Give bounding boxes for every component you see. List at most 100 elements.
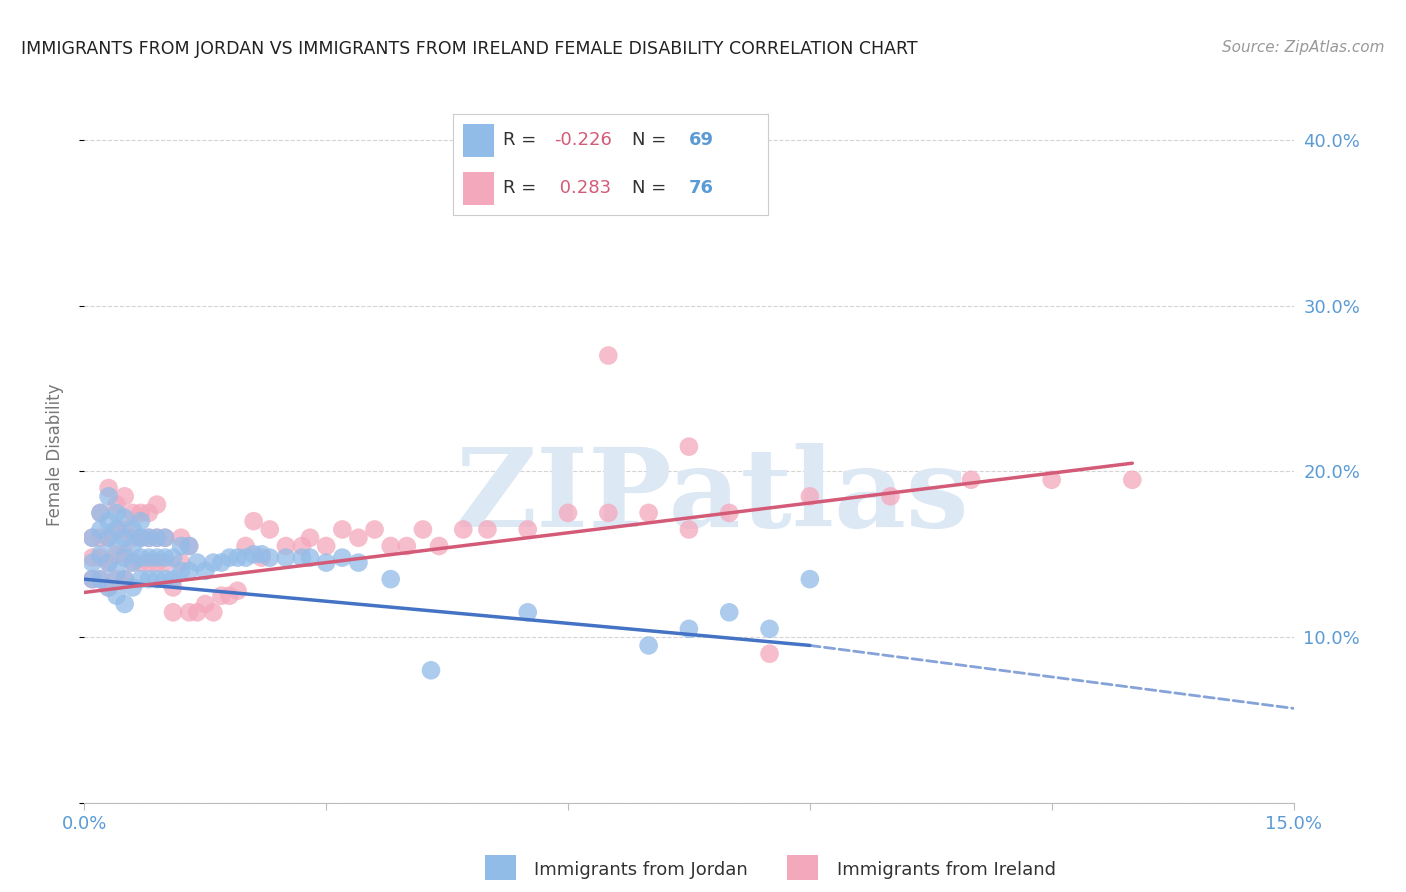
Point <box>202 605 225 619</box>
Point <box>121 523 143 537</box>
Point <box>516 605 538 619</box>
Text: ZIPatlas: ZIPatlas <box>457 443 970 550</box>
Point <box>347 531 370 545</box>
Point <box>718 605 741 619</box>
Point <box>105 572 128 586</box>
Point <box>960 473 983 487</box>
Point <box>162 581 184 595</box>
Point <box>146 498 169 512</box>
Point <box>129 572 152 586</box>
Point <box>138 572 160 586</box>
Point <box>363 523 385 537</box>
Point <box>330 550 353 565</box>
Point <box>194 564 217 578</box>
Point <box>129 550 152 565</box>
Point <box>179 539 201 553</box>
Point <box>347 556 370 570</box>
Point <box>114 550 136 565</box>
Point <box>758 647 780 661</box>
Point <box>179 564 201 578</box>
Point <box>170 531 193 545</box>
Point <box>299 531 322 545</box>
Point <box>758 622 780 636</box>
Point <box>82 531 104 545</box>
Point <box>121 539 143 553</box>
Point <box>235 550 257 565</box>
Point <box>162 605 184 619</box>
Point <box>218 589 240 603</box>
Point <box>138 556 160 570</box>
Point <box>129 506 152 520</box>
Point <box>209 589 232 603</box>
Point <box>380 572 402 586</box>
Point <box>557 506 579 520</box>
Point <box>121 506 143 520</box>
Point <box>427 539 450 553</box>
Point <box>89 506 111 520</box>
Point <box>250 547 273 561</box>
Point <box>226 583 249 598</box>
Point <box>330 523 353 537</box>
Point <box>114 597 136 611</box>
Point <box>97 531 120 545</box>
Point <box>129 531 152 545</box>
Point <box>153 556 176 570</box>
Point <box>105 498 128 512</box>
Point <box>179 605 201 619</box>
Point <box>218 550 240 565</box>
Point <box>250 550 273 565</box>
Point <box>129 531 152 545</box>
Point <box>82 531 104 545</box>
Point <box>170 556 193 570</box>
Point <box>89 572 111 586</box>
Point <box>799 572 821 586</box>
Point <box>202 556 225 570</box>
Point <box>395 539 418 553</box>
Text: Immigrants from Ireland: Immigrants from Ireland <box>837 861 1056 879</box>
Point <box>162 572 184 586</box>
Point <box>274 539 297 553</box>
Point <box>718 506 741 520</box>
Point <box>1121 473 1143 487</box>
Point <box>678 440 700 454</box>
Point <box>291 539 314 553</box>
Point <box>82 572 104 586</box>
Point <box>598 349 620 363</box>
Point <box>97 531 120 545</box>
Point <box>259 550 281 565</box>
Point <box>97 556 120 570</box>
Point <box>89 572 111 586</box>
Point <box>114 523 136 537</box>
Point <box>146 572 169 586</box>
Point <box>121 531 143 545</box>
Point <box>380 539 402 553</box>
Point <box>274 550 297 565</box>
Point <box>114 511 136 525</box>
Point <box>477 523 499 537</box>
Point <box>121 556 143 570</box>
Point <box>114 572 136 586</box>
Point <box>186 605 208 619</box>
Point <box>105 506 128 520</box>
Point <box>89 531 111 545</box>
Point <box>138 531 160 545</box>
Point <box>114 547 136 561</box>
Point <box>598 506 620 520</box>
Y-axis label: Female Disability: Female Disability <box>45 384 63 526</box>
Point <box>420 663 443 677</box>
Point <box>186 556 208 570</box>
Point <box>235 539 257 553</box>
Point <box>129 514 152 528</box>
Point <box>97 481 120 495</box>
Point <box>259 523 281 537</box>
Point <box>97 581 120 595</box>
Point <box>105 547 128 561</box>
Point <box>799 489 821 503</box>
Point <box>242 514 264 528</box>
Point <box>678 523 700 537</box>
Point <box>82 550 104 565</box>
Point <box>114 489 136 503</box>
Point <box>114 531 136 545</box>
Point <box>637 639 659 653</box>
Point <box>179 539 201 553</box>
